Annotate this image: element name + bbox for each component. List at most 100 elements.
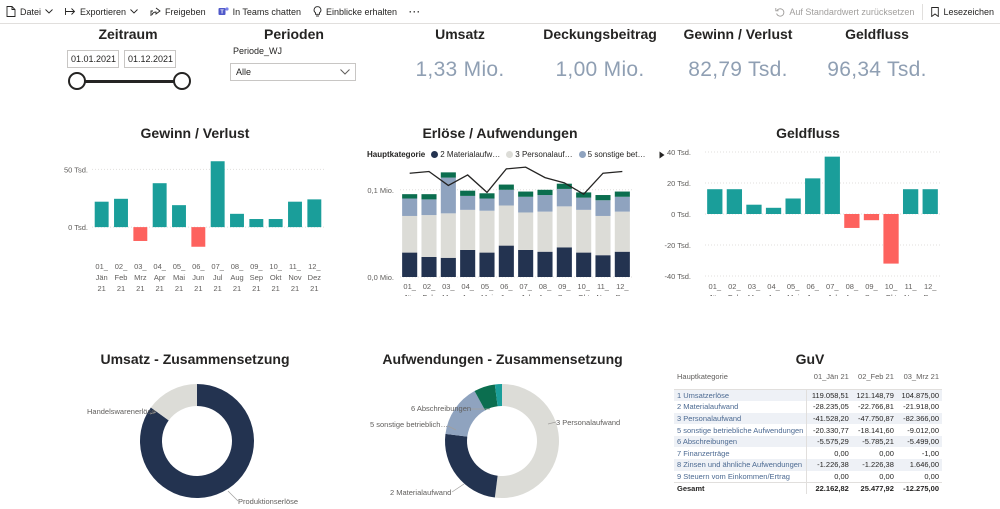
x-tick-label: 21 [213, 284, 221, 293]
stacked-bar-segment [518, 212, 534, 250]
teams-chat-button[interactable]: T In Teams chatten [212, 0, 307, 24]
x-tick-label: Jul [213, 273, 223, 282]
bar [883, 214, 899, 264]
table-row[interactable]: 5 sonstige betriebliche Aufwendungen -20.… [674, 424, 942, 436]
guv-cell-value: -9.012,00 [907, 425, 939, 435]
x-tick-label: 12_ [308, 262, 321, 271]
table-row[interactable]: 8 Zinsen und ähnliche Aufwendungen -1.226… [674, 459, 942, 471]
x-tick-label: 11_ [597, 282, 610, 291]
table-row[interactable]: 2 Materialaufwand -28.235,05 -22.766,81 -21… [674, 401, 942, 413]
legend-next-icon[interactable] [659, 151, 665, 159]
perioden-title: Perioden [264, 26, 324, 42]
donut-slice [474, 384, 498, 411]
bar [152, 183, 167, 228]
bookmarks-button[interactable]: Lesezeichen [925, 0, 1000, 24]
perioden-field-label: Periode_WJ [233, 46, 283, 56]
guv-cell-value: -5.499,00 [896, 435, 942, 448]
x-tick-label: Jul [521, 293, 531, 296]
stacked-bar-segment [576, 252, 592, 277]
x-tick-label: 06_ [192, 262, 205, 271]
y-tick-label: 20 Tsd. [667, 179, 691, 188]
guv-table-container[interactable]: Hauptkategorie 01_Jän 21 02_Feb 21 03_Mr… [674, 369, 944, 499]
export-icon [65, 8, 76, 15]
slice-label: 3 Personalaufwand [556, 418, 620, 427]
erloese-legend: Hauptkategorie 2 Materialaufw… 3 Persona… [367, 150, 665, 159]
guv-cell-value: 121.148,79 [851, 389, 897, 402]
bar [210, 161, 225, 228]
guv-row-label: 1 Umsatzerlöse [674, 389, 807, 402]
guv-col-header[interactable]: 03_Mrz 21 [896, 369, 942, 390]
chevron-down-icon [340, 69, 350, 75]
y-tick-label: 0 Tsd. [671, 210, 691, 219]
guv-table: Hauptkategorie 01_Jän 21 02_Feb 21 03_Mr… [674, 369, 942, 494]
stacked-bar-segment [576, 209, 592, 253]
stacked-bar-segment [576, 192, 592, 198]
file-menu[interactable]: Datei [0, 0, 59, 24]
legend-item-personal[interactable]: 3 Personalauf… [506, 150, 573, 159]
guv-col-header[interactable]: 01_Jän 21 [806, 369, 852, 390]
guv-total-row[interactable]: Gesamt 22.162,82 25.477,92 -12.275,00 [674, 481, 942, 494]
kpi-geldfluss-value: 96,34 Tsd. [827, 58, 927, 81]
umsatz-donut-chart: Produktionserlöse Handelswarenerlöse [87, 384, 298, 506]
date-range-end-handle[interactable] [173, 72, 191, 90]
bar [785, 198, 801, 214]
bar [191, 227, 206, 247]
table-row[interactable]: 1 Umsatzerlöse 119.058,51 121.148,79 104.87… [674, 389, 942, 402]
stacked-bar-segment [556, 183, 572, 189]
guv-col-header[interactable]: Hauptkategorie [674, 369, 807, 390]
date-range-start-handle[interactable] [68, 72, 86, 90]
svg-text:T: T [220, 10, 224, 16]
guv-col-header[interactable]: 02_Feb 21 [851, 369, 897, 390]
stacked-bar-segment [537, 211, 553, 252]
x-tick-label: 21 [155, 284, 163, 293]
guv-cell-value: -41.528,20 [806, 412, 852, 425]
table-row[interactable]: 7 Finanzerträge 0,00 0,00 -1,00 [674, 447, 942, 460]
x-tick-label: 05_ [787, 282, 800, 291]
x-tick-label: Jun [807, 293, 819, 296]
x-tick-label: 08_ [231, 262, 244, 271]
kpi-umsatz-value: 1,33 Mio. [415, 58, 505, 81]
bar [707, 189, 723, 214]
table-row[interactable]: 3 Personalaufwand -41.528,20 -47.750,87 -82… [674, 412, 942, 425]
teams-icon: T [218, 7, 229, 16]
stacked-bar-segment [479, 210, 495, 253]
x-tick-label: 07_ [211, 262, 224, 271]
bar [844, 214, 860, 228]
start-date-input[interactable]: 01.01.2021 [67, 50, 119, 68]
table-row[interactable]: 6 Abschreibungen -5.575,29 -5.785,21 -5.499… [674, 435, 942, 448]
date-range-track[interactable] [77, 80, 183, 83]
end-date-input[interactable]: 01.12.2021 [124, 50, 176, 68]
legend-item-material[interactable]: 2 Materialaufw… [431, 150, 500, 159]
table-row[interactable]: 9 Steuern vom Einkommen/Ertrag 0,00 0,00 0,… [674, 470, 942, 483]
x-tick-label: 06_ [806, 282, 819, 291]
guv-row-label: 7 Finanzerträge [677, 448, 730, 458]
more-options-button[interactable]: ··· [403, 0, 427, 24]
share-button[interactable]: Freigeben [144, 0, 212, 24]
x-tick-label: 05_ [481, 282, 494, 291]
stacked-bar-segment [556, 206, 572, 248]
x-tick-label: Jän [404, 293, 416, 296]
report-toolbar: Datei Exportieren Freigeben T In Teams c… [0, 0, 1000, 24]
guv-row-label: 2 Materialaufwand [677, 402, 739, 412]
bar [172, 205, 186, 228]
export-menu[interactable]: Exportieren [59, 0, 144, 24]
guv-cell-value: 22.162,82 [806, 481, 852, 494]
x-tick-label: Dez [924, 293, 938, 296]
x-tick-label: 21 [136, 284, 144, 293]
guv-cell-value: 0,00 [879, 471, 894, 481]
bar [249, 219, 264, 228]
x-tick-label: 10_ [885, 282, 898, 291]
bar [726, 189, 743, 214]
insights-button[interactable]: Einblicke erhalten [307, 0, 403, 24]
donut-slice [494, 384, 559, 498]
x-tick-label: 03_ [442, 282, 455, 291]
stacked-bar-segment [460, 209, 476, 250]
legend-item-sonstige[interactable]: 5 sonstige bet… [578, 150, 645, 159]
donut-slice [140, 384, 254, 498]
guv-cell-value: -20.330,77 [806, 424, 852, 436]
guv-cell-value: -47.750,87 [851, 412, 897, 425]
perioden-dropdown[interactable]: Alle [230, 63, 356, 81]
reset-default-button[interactable]: Auf Standardwert zurücksetzen [769, 0, 920, 24]
guv-cell-value: -22.766,81 [858, 402, 894, 412]
more-options-icon: ··· [409, 6, 421, 17]
